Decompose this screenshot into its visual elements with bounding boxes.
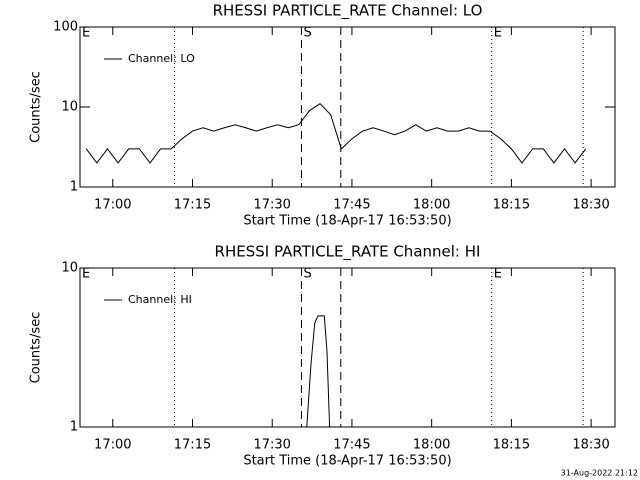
event-label: E <box>82 26 90 41</box>
event-label: S <box>303 26 311 41</box>
x-tick-label: 18:30 <box>572 438 609 453</box>
event-label: E <box>82 267 90 282</box>
x-tick-label: 18:00 <box>413 438 450 453</box>
event-label: E <box>494 267 502 282</box>
x-tick-label: 17:45 <box>333 438 370 453</box>
x-tick-label: 18:15 <box>493 198 530 213</box>
data-line <box>306 315 331 427</box>
legend-label: Channel: HI <box>128 293 192 306</box>
y-tick-label: 1 <box>70 420 78 435</box>
x-axis-label: Start Time (18-Apr-17 16:53:50) <box>243 454 451 469</box>
y-tick-label: 10 <box>61 261 78 276</box>
x-tick-label: 17:00 <box>94 198 131 213</box>
x-tick-label: 17:15 <box>174 198 211 213</box>
event-label: E <box>494 26 502 41</box>
y-tick-label: 1 <box>70 180 78 195</box>
x-tick-label: 17:45 <box>333 198 370 213</box>
plot-frame <box>79 26 616 188</box>
chart-title: RHESSI PARTICLE_RATE Channel: LO <box>213 2 483 21</box>
chart-title: RHESSI PARTICLE_RATE Channel: HI <box>215 243 481 262</box>
y-axis-label: Counts/sec <box>29 71 44 143</box>
y-axis-label: Counts/sec <box>29 312 44 384</box>
y-tick-label: 10 <box>61 100 78 115</box>
data-line <box>85 103 587 164</box>
x-tick-label: 18:00 <box>413 198 450 213</box>
event-label: S <box>303 267 311 282</box>
x-tick-label: 17:00 <box>94 438 131 453</box>
x-tick-label: 17:30 <box>253 198 290 213</box>
plot-frame <box>79 267 616 428</box>
x-tick-label: 17:15 <box>174 438 211 453</box>
x-tick-label: 17:30 <box>253 438 290 453</box>
x-axis-label: Start Time (18-Apr-17 16:53:50) <box>243 214 451 229</box>
y-tick-label: 100 <box>53 20 78 35</box>
x-tick-label: 18:15 <box>493 438 530 453</box>
legend-label: Channel: LO <box>128 52 195 65</box>
footer: 31-Aug-2022 21:12 <box>561 469 638 478</box>
x-tick-label: 18:30 <box>572 198 609 213</box>
